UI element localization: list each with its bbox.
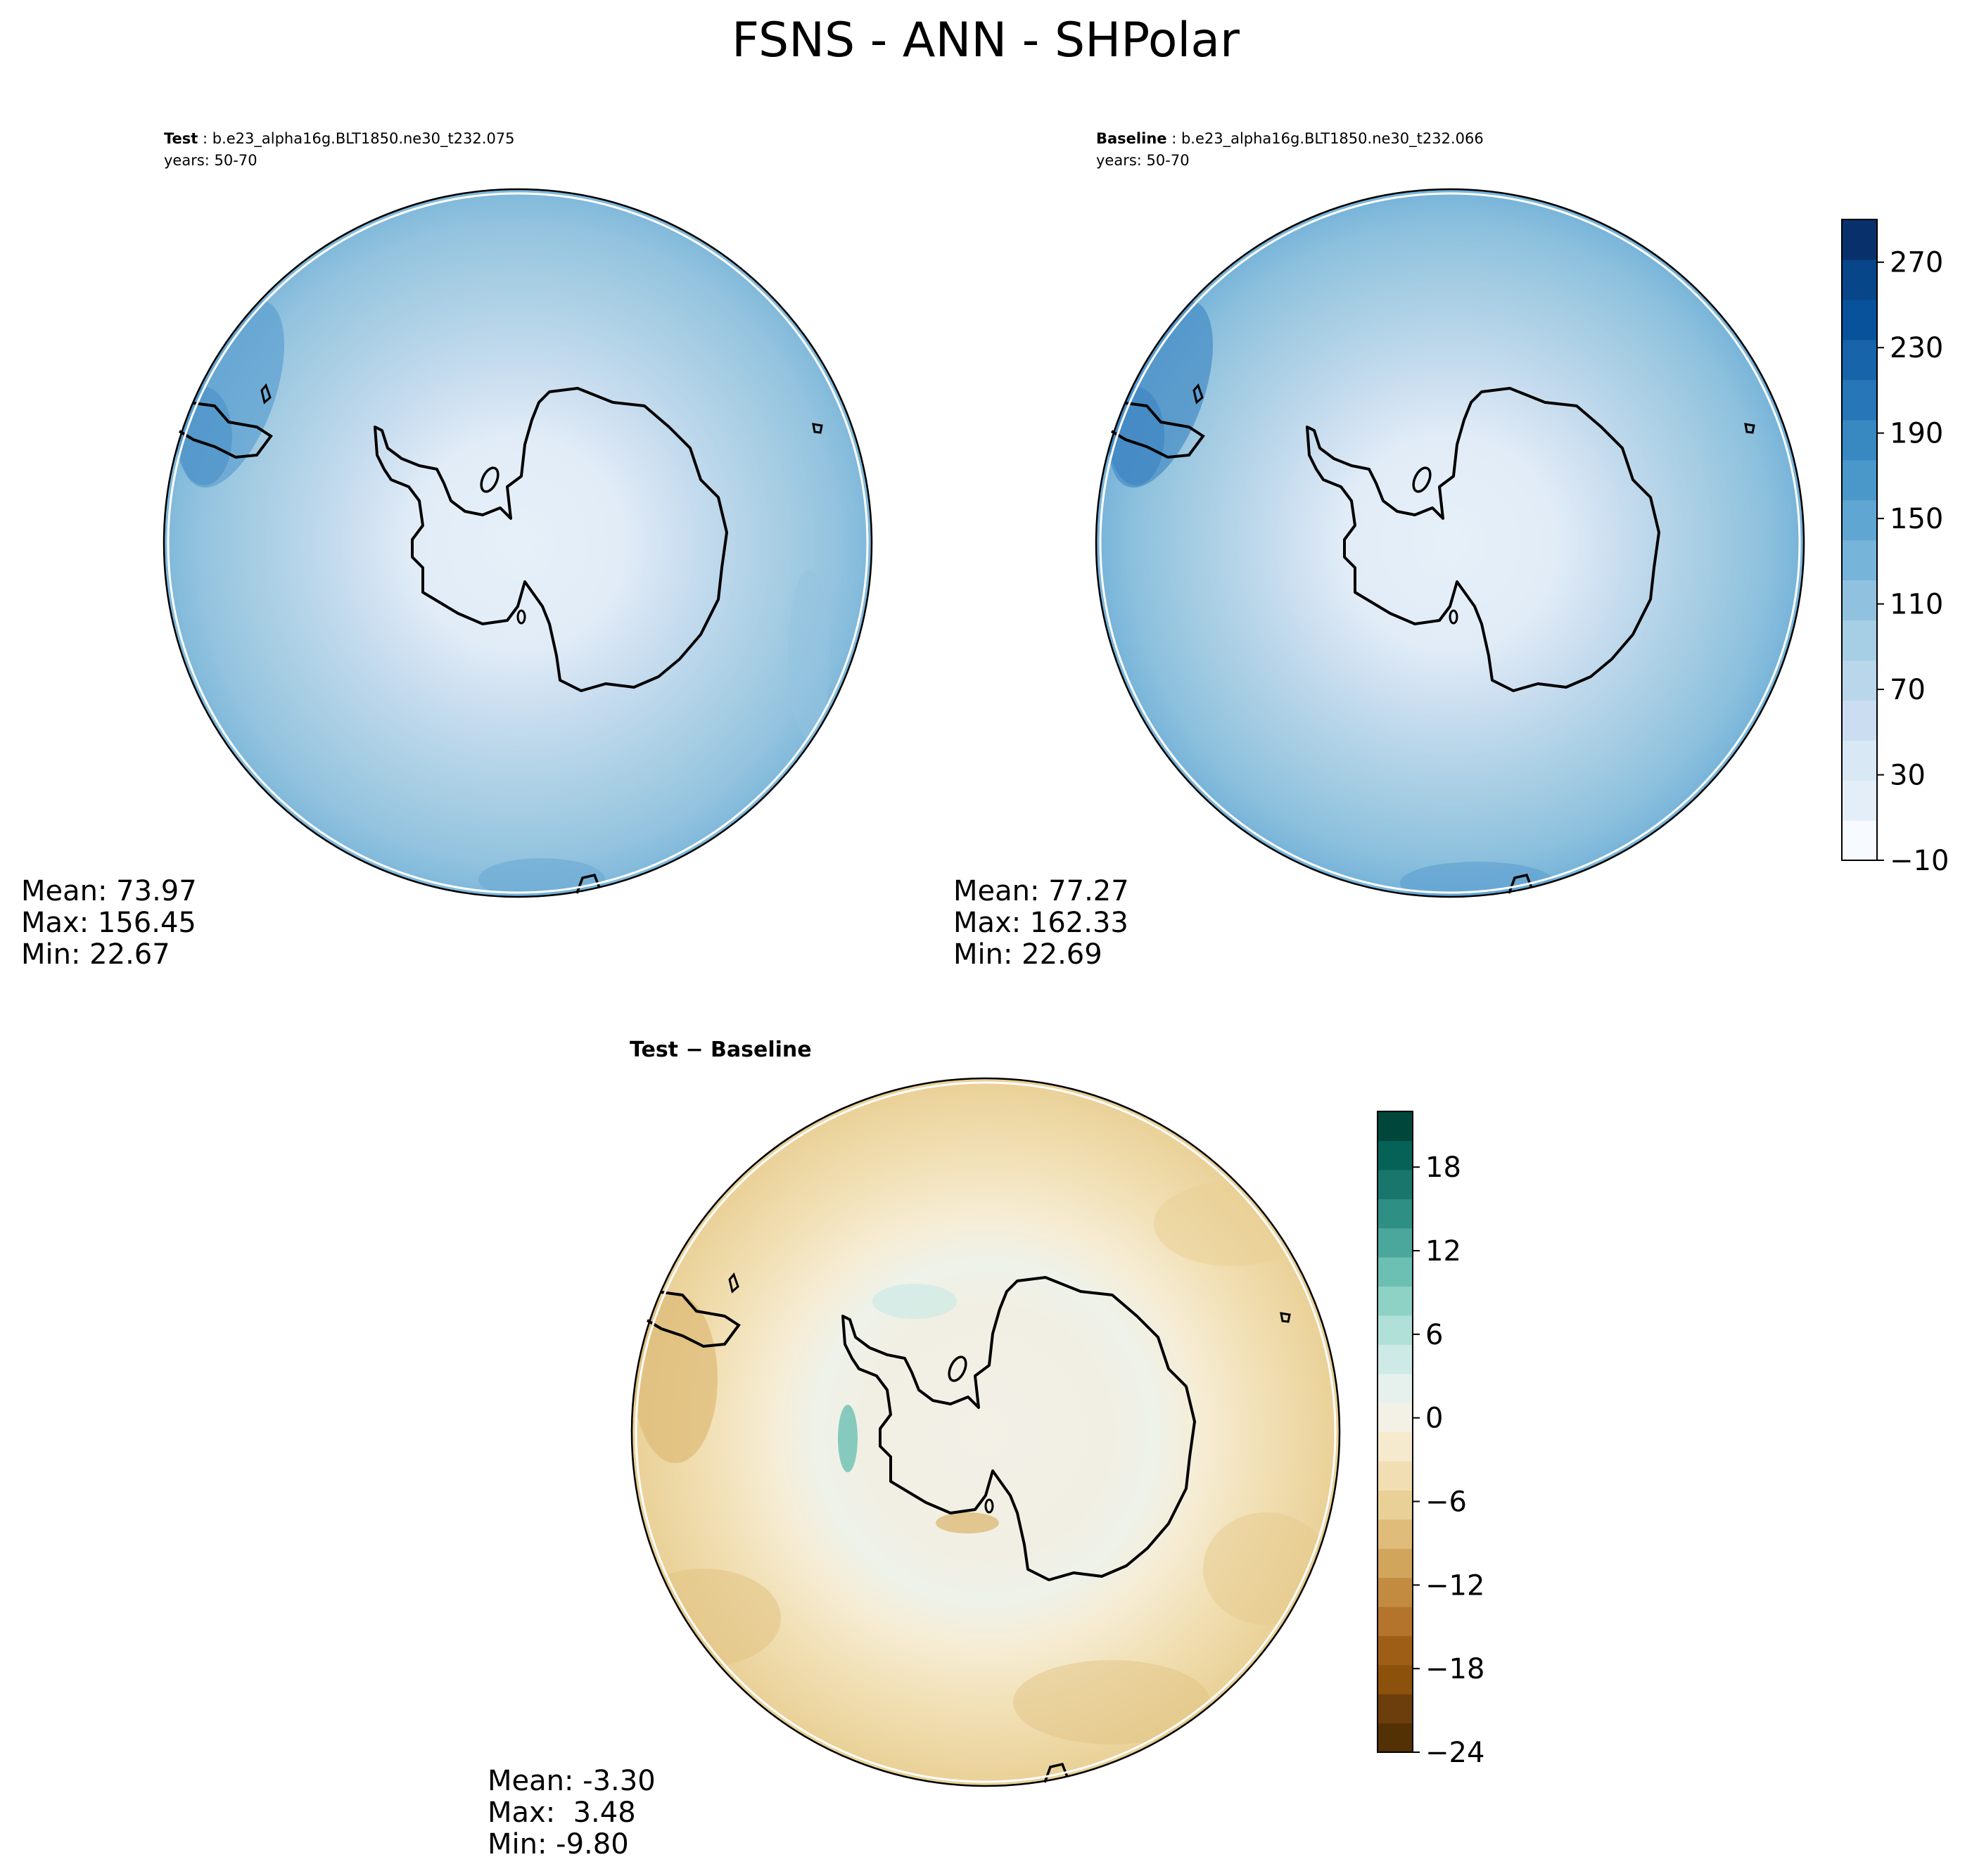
baseline-stats: Mean: 77.27 Max: 162.33 Min: 22.69	[953, 875, 1129, 971]
colorbar-segment	[1842, 820, 1877, 861]
colorbar-tick-label: 12	[1425, 1235, 1461, 1268]
colorbar-segment	[1842, 499, 1877, 541]
diff-stat-mean: Mean: -3.30	[488, 1765, 656, 1797]
colorbar-segment	[1378, 1606, 1413, 1636]
colorbar-tick-label: 270	[1890, 247, 1943, 279]
test-stats: Mean: 73.97 Max: 156.45 Min: 22.67	[21, 875, 197, 971]
baseline-stat-mean: Mean: 77.27	[953, 875, 1129, 907]
colorbar-tick-label: −24	[1425, 1737, 1484, 1769]
colorbar-segment	[1378, 1315, 1413, 1345]
colorbar-segment	[1378, 1490, 1413, 1520]
colorbar-tick-label: 18	[1425, 1151, 1461, 1184]
baseline-stat-max: Max: 162.33	[953, 907, 1128, 939]
diff-map	[630, 1077, 1341, 1787]
colorbar-segment	[1378, 1140, 1413, 1170]
baseline-map	[1095, 188, 1805, 898]
colorbar-tick-label: −12	[1425, 1569, 1484, 1602]
colorbar-tick-label: 230	[1890, 332, 1943, 364]
colorbar-tick-label: 30	[1890, 760, 1926, 792]
colorbar-frame	[1377, 1111, 1413, 1753]
test-panel-label: Test : b.e23_alpha16g.BLT1850.ne30_t232.…	[164, 130, 515, 148]
diff-stat-min: Min: -9.80	[488, 1828, 629, 1861]
colorbar-segment	[1842, 540, 1877, 581]
test-stat-mean: Mean: 73.97	[21, 875, 197, 907]
test-label-case: : b.e23_alpha16g.BLT1850.ne30_t232.075	[198, 130, 514, 148]
colorbar-segment	[1842, 459, 1877, 501]
colorbar-segment	[1378, 1373, 1413, 1403]
colorbar-segment	[1378, 1635, 1413, 1666]
colorbar-tick-label: 6	[1425, 1319, 1443, 1351]
baseline-panel-label: Baseline : b.e23_alpha16g.BLT1850.ne30_t…	[1096, 130, 1484, 148]
colorbar-segment	[1378, 1199, 1413, 1229]
colorbar-segment	[1378, 1257, 1413, 1287]
colorbar-segment	[1842, 339, 1877, 381]
colorbar-frame	[1841, 219, 1878, 861]
baseline-label-case: : b.e23_alpha16g.BLT1850.ne30_t232.066	[1167, 130, 1484, 148]
colorbar-tick-label: 110	[1890, 589, 1943, 621]
colorbar-segment	[1378, 1694, 1413, 1724]
colorbar-segment	[1378, 1169, 1413, 1199]
colorbar-segment	[1378, 1111, 1413, 1142]
diff-panel: Test − Baseline Mean: -3.30 M	[488, 1038, 1341, 1861]
colorbar-tick-label: −10	[1890, 845, 1949, 877]
colorbar-tick-label: 190	[1890, 418, 1943, 450]
colorbar-segment	[1842, 780, 1877, 821]
colorbar-segment	[1378, 1460, 1413, 1491]
test-panel-years: years: 50-70	[164, 152, 257, 169]
colorbar-tick-label: 70	[1890, 674, 1926, 706]
colorbar-segment	[1378, 1664, 1413, 1695]
colorbar-segment	[1842, 299, 1877, 340]
colorbar-segment	[1842, 419, 1877, 461]
colorbar-segment	[1378, 1344, 1413, 1374]
colorbar-segment	[1378, 1227, 1413, 1258]
colorbar-segment	[1842, 219, 1877, 260]
test-stat-min: Min: 22.67	[21, 938, 170, 971]
test-map	[163, 188, 873, 898]
colorbar-segment	[1842, 379, 1877, 421]
colorbar-tick-label: −6	[1425, 1486, 1467, 1519]
colorbar-segment	[1378, 1431, 1413, 1462]
colorbar-segment	[1842, 259, 1877, 300]
diff-stat-max: Max: 3.48	[488, 1797, 636, 1829]
colorbar-segment	[1378, 1286, 1413, 1316]
colorbar-segment	[1378, 1577, 1413, 1607]
colorbar-tick-label: 0	[1425, 1403, 1443, 1435]
colorbar-tick-label: 150	[1890, 503, 1943, 535]
baseline-panel-years: years: 50-70	[1096, 152, 1190, 169]
colorbar-tick-label: −18	[1425, 1653, 1484, 1685]
diff-stats: Mean: -3.30 Max: 3.48 Min: -9.80	[488, 1765, 656, 1861]
colorbar-segment	[1378, 1548, 1413, 1578]
colorbar-segment	[1842, 700, 1877, 741]
colorbar-segment	[1378, 1519, 1413, 1549]
diff-panel-label: Test − Baseline	[630, 1038, 812, 1062]
colorbar-segment	[1842, 740, 1877, 781]
figure-title: FSNS - ANN - SHPolar	[732, 13, 1240, 68]
baseline-panel: Baseline : b.e23_alpha16g.BLT1850.ne30_t…	[953, 130, 1805, 971]
colorbar-segment	[1378, 1403, 1413, 1433]
colorbar-segment	[1842, 660, 1877, 701]
colorbar-main: −10 30 70 110 150 190 230 270	[1841, 219, 1949, 877]
test-panel: Test : b.e23_alpha16g.BLT1850.ne30_t232.…	[21, 130, 873, 971]
colorbar-diff: −24 −18 −12 −6 0 6 12 18	[1377, 1111, 1484, 1769]
baseline-stat-min: Min: 22.69	[953, 938, 1102, 971]
colorbar-segment	[1842, 580, 1877, 620]
baseline-label-bold: Baseline	[1096, 130, 1167, 147]
colorbar-segment	[1842, 620, 1877, 661]
colorbar-segment	[1378, 1723, 1413, 1753]
test-stat-max: Max: 156.45	[21, 907, 196, 939]
test-label-bold: Test	[164, 130, 198, 147]
